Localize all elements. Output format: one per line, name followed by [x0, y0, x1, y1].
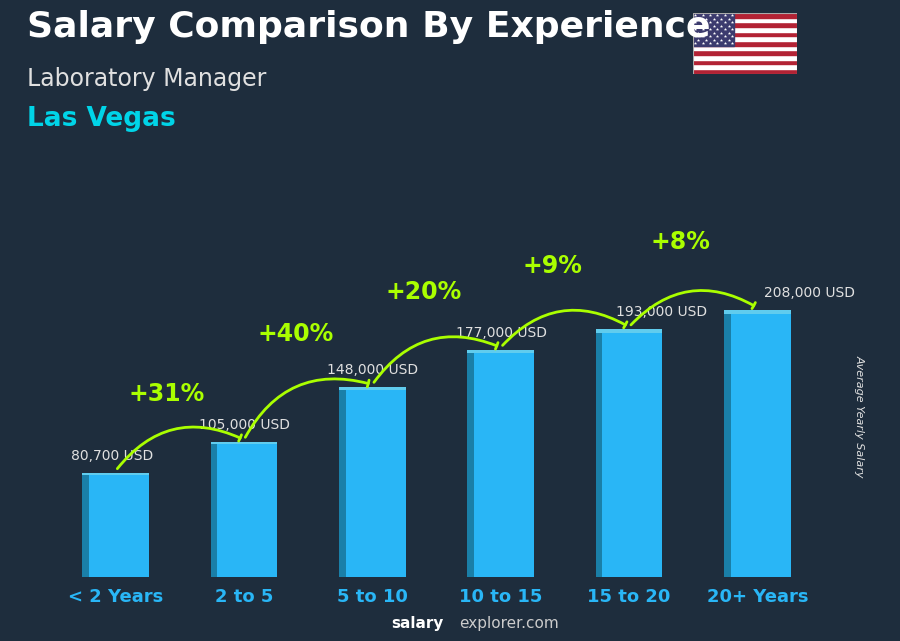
Bar: [82, 474, 149, 577]
Text: 105,000 USD: 105,000 USD: [199, 418, 290, 432]
Bar: [693, 50, 796, 55]
Bar: [693, 31, 796, 37]
Bar: [693, 46, 796, 50]
Text: +8%: +8%: [651, 230, 710, 254]
Text: Las Vegas: Las Vegas: [27, 106, 176, 132]
Text: 177,000 USD: 177,000 USD: [455, 326, 547, 340]
Bar: [724, 310, 731, 577]
Bar: [693, 17, 796, 22]
Bar: [211, 442, 217, 577]
Text: 193,000 USD: 193,000 USD: [616, 305, 707, 319]
Bar: [82, 474, 89, 577]
Bar: [211, 442, 277, 444]
Bar: [693, 37, 796, 41]
Text: 148,000 USD: 148,000 USD: [328, 363, 418, 377]
Bar: [724, 310, 791, 577]
Bar: [693, 55, 796, 60]
Text: 80,700 USD: 80,700 USD: [71, 449, 153, 463]
Text: +31%: +31%: [129, 383, 205, 406]
Bar: [211, 442, 277, 577]
Bar: [339, 387, 406, 390]
Text: +40%: +40%: [257, 322, 333, 346]
Text: 208,000 USD: 208,000 USD: [764, 286, 855, 300]
Text: Average Yearly Salary: Average Yearly Salary: [854, 355, 865, 478]
Bar: [596, 329, 662, 333]
Bar: [596, 329, 662, 577]
Bar: [82, 474, 149, 475]
Bar: [693, 60, 796, 64]
Bar: [693, 41, 796, 46]
Bar: [339, 387, 346, 577]
Text: +20%: +20%: [385, 280, 462, 304]
Text: Salary Comparison By Experience: Salary Comparison By Experience: [27, 10, 710, 44]
Bar: [339, 387, 406, 577]
Text: explorer.com: explorer.com: [459, 617, 559, 631]
Bar: [724, 310, 791, 314]
Bar: [693, 22, 796, 27]
Bar: [693, 64, 796, 69]
Bar: [467, 350, 534, 353]
Bar: [596, 329, 602, 577]
Bar: [467, 350, 534, 577]
Text: +9%: +9%: [522, 254, 582, 278]
Text: salary: salary: [392, 617, 444, 631]
Bar: [693, 13, 796, 17]
Bar: [693, 69, 796, 74]
Bar: [693, 27, 796, 31]
Bar: [693, 13, 734, 46]
Bar: [467, 350, 474, 577]
Text: Laboratory Manager: Laboratory Manager: [27, 67, 266, 91]
